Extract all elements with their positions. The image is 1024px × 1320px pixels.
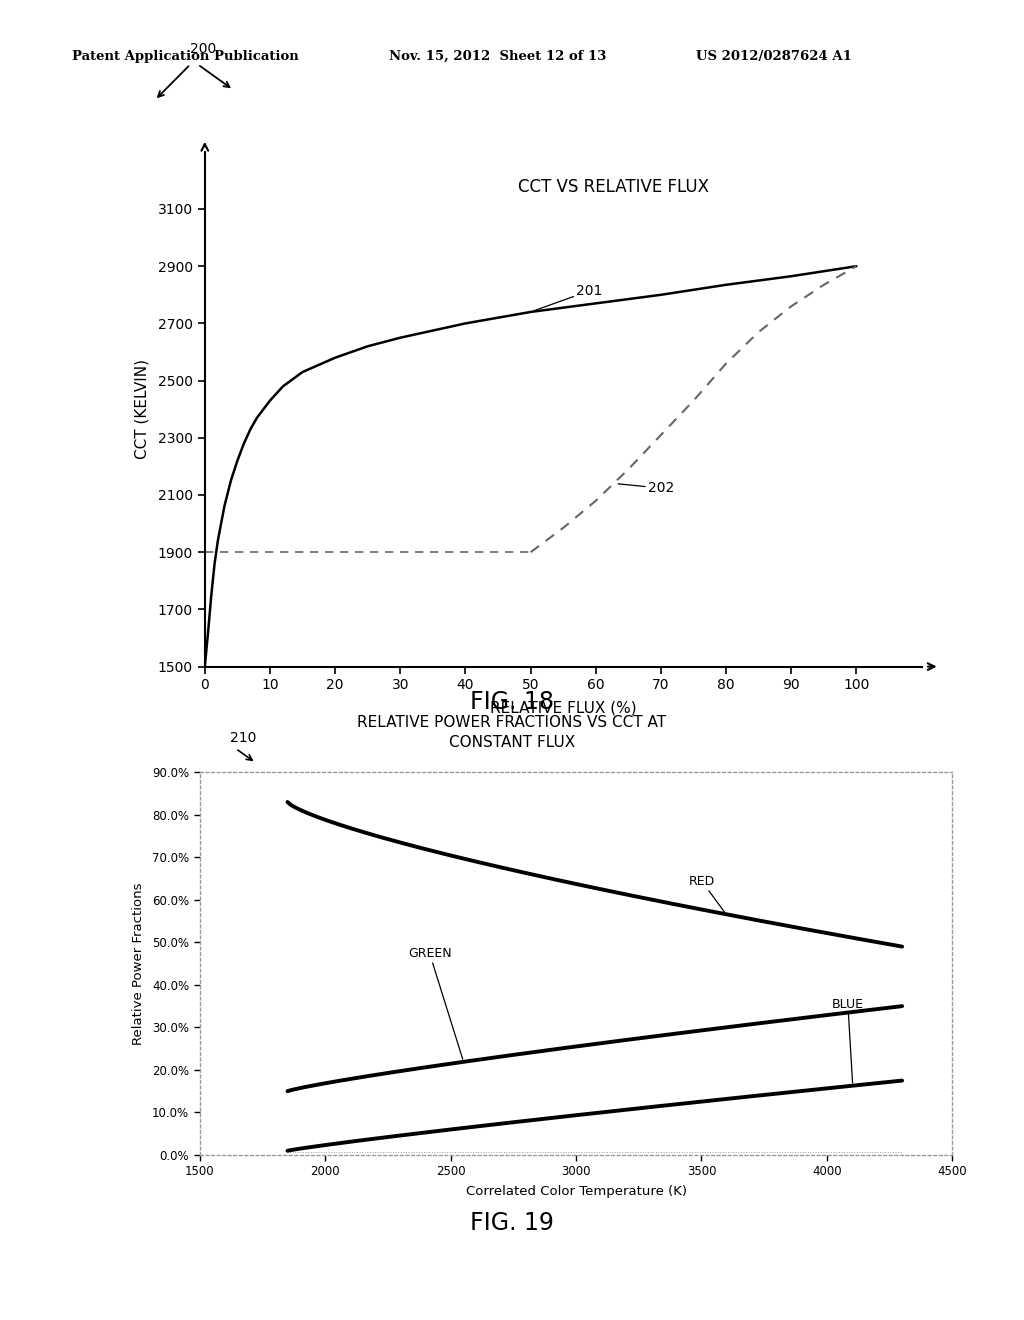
Text: FIG. 18: FIG. 18 bbox=[470, 690, 554, 714]
Text: GREEN: GREEN bbox=[408, 948, 463, 1059]
Text: US 2012/0287624 A1: US 2012/0287624 A1 bbox=[696, 50, 852, 63]
Text: RED: RED bbox=[689, 875, 724, 912]
Text: Nov. 15, 2012  Sheet 12 of 13: Nov. 15, 2012 Sheet 12 of 13 bbox=[389, 50, 606, 63]
Text: Patent Application Publication: Patent Application Publication bbox=[72, 50, 298, 63]
X-axis label: RELATIVE FLUX (%): RELATIVE FLUX (%) bbox=[489, 701, 637, 715]
Text: 200: 200 bbox=[190, 42, 217, 55]
Text: 202: 202 bbox=[618, 482, 674, 495]
Text: 201: 201 bbox=[534, 284, 602, 312]
Text: 210: 210 bbox=[230, 731, 257, 744]
Y-axis label: Relative Power Fractions: Relative Power Fractions bbox=[132, 882, 145, 1045]
Text: BLUE: BLUE bbox=[831, 998, 864, 1082]
Text: RELATIVE POWER FRACTIONS VS CCT AT
CONSTANT FLUX: RELATIVE POWER FRACTIONS VS CCT AT CONST… bbox=[357, 715, 667, 750]
Text: FIG. 19: FIG. 19 bbox=[470, 1212, 554, 1236]
X-axis label: Correlated Color Temperature (K): Correlated Color Temperature (K) bbox=[466, 1185, 686, 1199]
Y-axis label: CCT (KELVIN): CCT (KELVIN) bbox=[134, 359, 150, 459]
Text: CCT VS RELATIVE FLUX: CCT VS RELATIVE FLUX bbox=[518, 177, 709, 195]
